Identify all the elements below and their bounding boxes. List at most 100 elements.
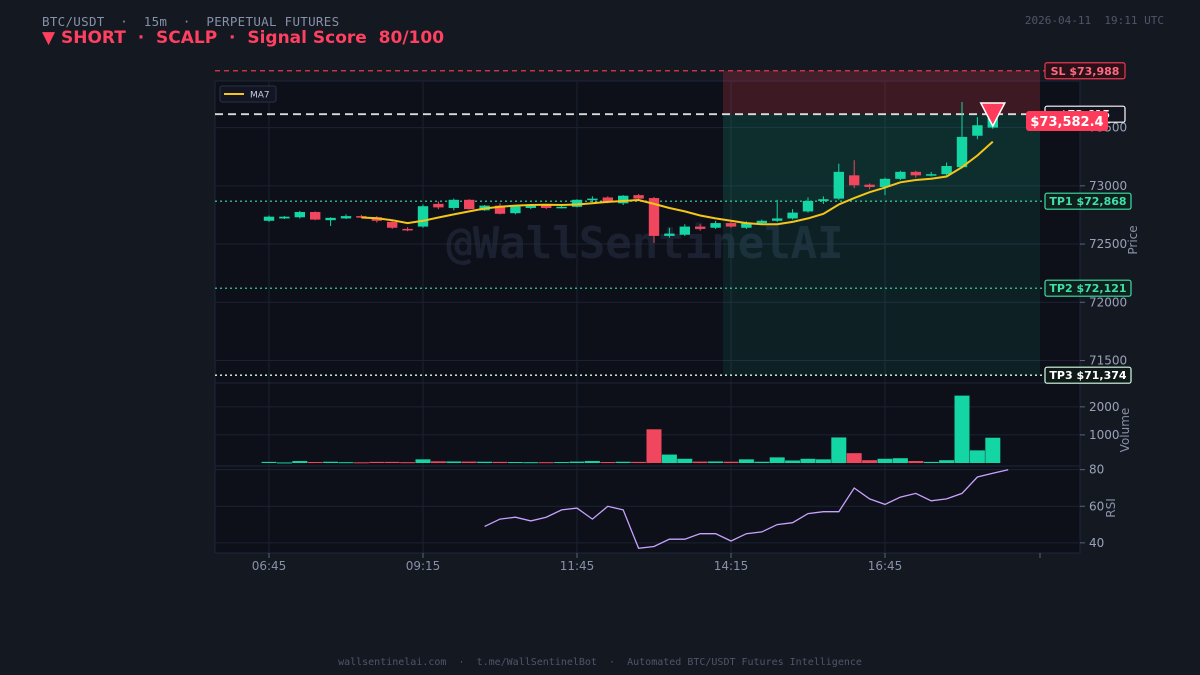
candle-body <box>756 220 767 224</box>
volume-bar <box>492 461 508 463</box>
short-signal-triangle-icon <box>979 102 1007 128</box>
footer-site-link[interactable]: wallsentinelai.com <box>338 657 447 668</box>
volume-bar <box>554 462 570 464</box>
header-market-info: BTC/USDT · 15m · PERPETUAL FUTURES <box>42 14 339 29</box>
time-tick-label: 06:45 <box>252 559 287 573</box>
separator: · <box>137 28 145 48</box>
candle-body <box>263 216 275 221</box>
candle-body <box>448 199 459 208</box>
candle-body <box>926 174 937 176</box>
volume-bar <box>569 461 585 463</box>
volume-bar <box>815 459 831 463</box>
volume-bar <box>646 429 662 463</box>
volume-bar <box>769 457 785 463</box>
volume-bar <box>584 461 600 463</box>
legend-ma7-label: MA7 <box>250 91 270 101</box>
price-axis-title: Price <box>1126 225 1140 254</box>
volume-bar <box>615 461 631 463</box>
volume-bar <box>353 462 369 464</box>
timeframe-label: 15m <box>143 14 168 29</box>
price-tick-label: 73000 <box>1089 179 1127 193</box>
volume-bar <box>877 458 893 463</box>
candle-body <box>849 175 860 186</box>
separator: · <box>182 14 191 29</box>
candle-body <box>310 212 321 220</box>
volume-bar <box>892 458 908 463</box>
candle-body <box>402 228 413 231</box>
time-tick-label: 11:45 <box>560 559 595 573</box>
candle-body <box>833 171 844 199</box>
candle-body <box>556 206 567 209</box>
timestamp: 2026-04-11 19:11 UTC <box>1024 14 1164 27</box>
volume-bar <box>400 462 416 464</box>
candle-body <box>956 136 968 168</box>
separator: · <box>458 657 465 668</box>
volume-axis-title: Volume <box>1118 408 1132 453</box>
score-value: 80/100 <box>378 28 445 48</box>
candle-body <box>695 226 706 229</box>
candle-body <box>541 205 552 208</box>
short-arrow-icon: ▼ <box>42 28 56 48</box>
price-tick-label: 72500 <box>1089 237 1127 251</box>
chart-panel <box>214 80 1081 554</box>
volume-tick-label: 1000 <box>1089 428 1120 442</box>
rsi-tick-label: 60 <box>1089 499 1104 513</box>
volume-bar <box>723 461 739 463</box>
tp1-box <box>1044 192 1132 210</box>
rsi-axis-title: RSI <box>1104 498 1118 518</box>
time-tick-label: 09:15 <box>406 559 441 573</box>
separator: · <box>609 657 616 668</box>
candle-body <box>494 205 506 214</box>
volume-bars <box>261 395 1001 464</box>
candle-body <box>387 221 398 228</box>
candle-body <box>895 171 906 179</box>
candle-body <box>972 125 983 136</box>
candle-body <box>772 218 783 221</box>
volume-bar <box>846 453 862 463</box>
sl-label: SL $73,988 <box>1051 65 1120 78</box>
candle-body <box>525 205 536 208</box>
footer: wallsentinelai.com · t.me/WallSentinelBo… <box>0 657 1200 668</box>
candle-body <box>340 216 352 219</box>
volume-bar <box>261 461 277 463</box>
volume-bar <box>461 461 477 463</box>
candle-body <box>294 212 305 218</box>
axes: 7150072000725007300073500100020004060800… <box>252 121 1127 573</box>
volume-bar <box>661 454 677 463</box>
price-tick-label: 71500 <box>1089 354 1127 368</box>
volume-bar <box>738 459 754 463</box>
volume-bar <box>477 461 493 463</box>
price-tick-label: 72000 <box>1089 295 1127 309</box>
volume-bar <box>307 462 323 464</box>
volume-bar <box>969 450 985 463</box>
volume-bar <box>446 461 462 463</box>
volume-bar <box>276 462 292 464</box>
candle-body <box>602 197 613 203</box>
volume-bar <box>338 462 354 464</box>
candle-body <box>941 166 952 175</box>
candle-body <box>818 199 829 201</box>
legend-box <box>219 85 277 103</box>
footer-telegram-link[interactable]: t.me/WallSentinelBot <box>476 657 597 668</box>
volume-bar <box>631 461 647 463</box>
ma7-line <box>361 140 994 226</box>
rsi-tick-label: 40 <box>1089 536 1104 550</box>
rsi-line <box>484 469 1009 550</box>
candle-body <box>787 212 798 219</box>
volume-bar <box>600 462 616 464</box>
candle-body <box>802 200 814 212</box>
tp2-label: TP2 $72,121 <box>1049 282 1126 295</box>
volume-bar <box>430 461 446 463</box>
volume-bar <box>677 458 693 463</box>
candle-body <box>417 206 429 227</box>
score-label: Signal Score <box>247 28 367 48</box>
candle-body <box>679 226 690 235</box>
volume-bar <box>862 460 878 463</box>
volume-bar <box>415 459 431 463</box>
volume-bar <box>523 462 539 464</box>
volume-bar <box>384 461 400 463</box>
watermark: @WallSentinelAI <box>446 218 843 269</box>
tp3-box <box>1044 366 1132 384</box>
tp3-label: TP3 $71,374 <box>1049 369 1126 382</box>
